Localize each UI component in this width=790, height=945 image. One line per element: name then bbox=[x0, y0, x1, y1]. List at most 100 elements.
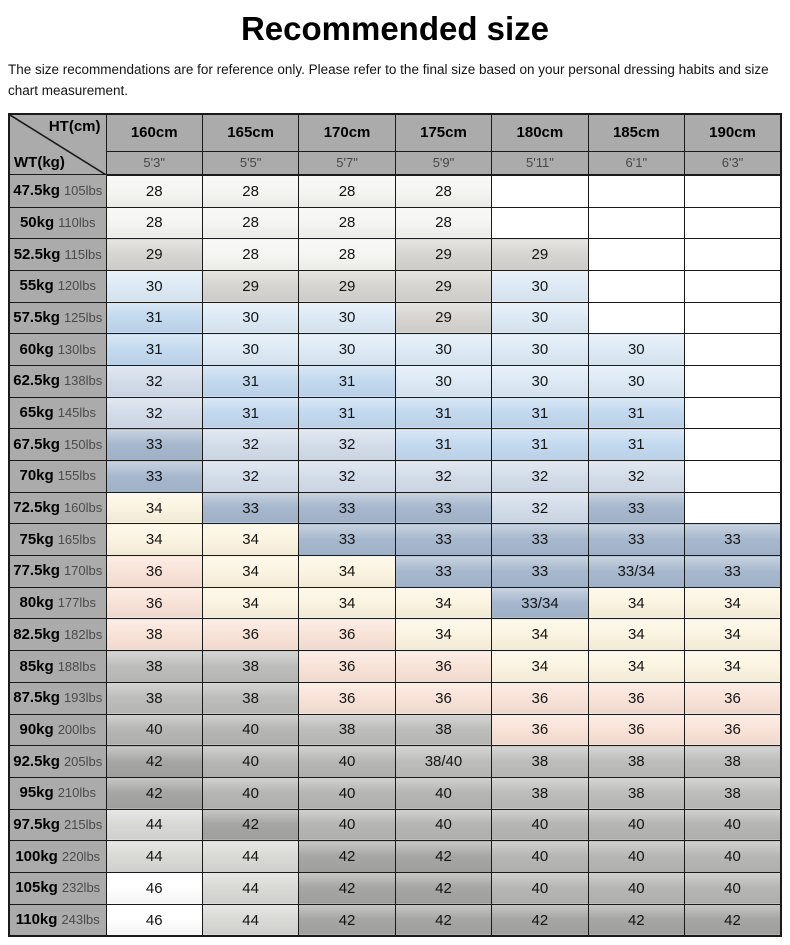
size-cell: 31 bbox=[587, 396, 686, 430]
row-label-kg: 105kg bbox=[15, 879, 58, 897]
col-header-cm: 185cm bbox=[587, 113, 686, 152]
size-cell: 36 bbox=[298, 681, 396, 715]
row-label: 52.5kg 115lbs bbox=[8, 238, 107, 271]
size-cell bbox=[684, 206, 782, 240]
size-cell: 33/34 bbox=[587, 555, 686, 588]
size-cell: 42 bbox=[105, 776, 203, 810]
row-label: 60kg 130lbs bbox=[8, 333, 107, 366]
row-label: 62.5kg 138lbs bbox=[8, 364, 107, 398]
table-row: 97.5kg 215lbs 44 42 40 40 40 40 40 bbox=[8, 808, 782, 842]
size-cell: 42 bbox=[491, 903, 589, 937]
col-header-ft: 5'11" bbox=[491, 150, 589, 176]
size-cell: 34 bbox=[587, 586, 686, 620]
col-header-cm: 180cm bbox=[491, 113, 589, 152]
size-cell bbox=[684, 364, 782, 398]
row-label-lbs: 155lbs bbox=[57, 468, 96, 484]
size-cell: 34 bbox=[491, 650, 589, 683]
size-cell: 30 bbox=[394, 364, 493, 398]
row-label: 55kg 120lbs bbox=[8, 269, 107, 303]
size-cell: 30 bbox=[201, 333, 300, 366]
size-cell: 34 bbox=[684, 586, 782, 620]
size-cell: 30 bbox=[491, 301, 589, 335]
size-cell: 40 bbox=[491, 871, 589, 905]
size-cell bbox=[684, 174, 782, 208]
size-cell: 31 bbox=[587, 428, 686, 462]
size-cell: 28 bbox=[298, 174, 396, 208]
size-cell: 29 bbox=[394, 301, 493, 335]
row-label: 57.5kg 125lbs bbox=[8, 301, 107, 335]
size-cell: 29 bbox=[298, 269, 396, 303]
size-cell: 29 bbox=[491, 238, 589, 271]
size-cell: 34 bbox=[587, 618, 686, 652]
size-cell: 36 bbox=[201, 618, 300, 652]
size-cell: 29 bbox=[201, 269, 300, 303]
col-header-cm: 165cm bbox=[201, 113, 300, 152]
row-label: 75kg 165lbs bbox=[8, 523, 107, 557]
size-cell: 30 bbox=[587, 333, 686, 366]
row-label-kg: 77.5kg bbox=[13, 562, 60, 580]
table-row: 85kg 188lbs 38 38 36 36 34 34 34 bbox=[8, 650, 782, 683]
size-cell: 44 bbox=[201, 871, 300, 905]
size-cell: 42 bbox=[201, 808, 300, 842]
table-row: 57.5kg 125lbs 31 30 30 29 30 bbox=[8, 301, 782, 335]
row-label-kg: 65kg bbox=[19, 404, 54, 421]
size-cell: 33/34 bbox=[491, 586, 589, 620]
row-label-kg: 97.5kg bbox=[13, 815, 60, 833]
size-cell: 38 bbox=[105, 618, 203, 652]
size-cell: 34 bbox=[298, 586, 396, 620]
col-header-ft: 5'7" bbox=[298, 150, 396, 176]
table-row: 52.5kg 115lbs 29 28 28 29 29 bbox=[8, 238, 782, 271]
row-label-kg: 67.5kg bbox=[13, 435, 60, 453]
table-row: 80kg 177lbs 36 34 34 34 33/34 34 34 bbox=[8, 586, 782, 620]
row-label-kg: 55kg bbox=[19, 277, 54, 295]
size-cell: 34 bbox=[105, 523, 203, 557]
size-cell: 32 bbox=[201, 428, 300, 462]
size-cell: 29 bbox=[105, 238, 203, 271]
size-cell: 42 bbox=[394, 903, 493, 937]
size-cell bbox=[684, 238, 782, 271]
row-label-kg: 52.5kg bbox=[13, 245, 61, 263]
row-label-lbs: 220lbs bbox=[61, 848, 101, 864]
row-label: 82.5kg 182lbs bbox=[8, 618, 107, 652]
size-cell: 40 bbox=[684, 840, 782, 873]
size-cell bbox=[587, 238, 686, 271]
table-row: 92.5kg 205lbs 42 40 40 38/40 38 38 38 bbox=[8, 745, 782, 778]
size-cell: 30 bbox=[491, 364, 589, 398]
row-label-kg: 92.5kg bbox=[13, 752, 60, 770]
row-label: 92.5kg 205lbs bbox=[8, 745, 107, 778]
col-header-cm: 190cm bbox=[684, 113, 782, 152]
size-cell: 31 bbox=[491, 428, 589, 462]
size-cell: 28 bbox=[105, 206, 203, 240]
size-cell: 32 bbox=[105, 396, 203, 430]
size-cell: 38 bbox=[201, 681, 300, 715]
size-cell: 30 bbox=[201, 301, 300, 335]
size-cell: 34 bbox=[587, 650, 686, 683]
size-cell: 34 bbox=[105, 491, 203, 525]
table-row: 82.5kg 182lbs 38 36 36 34 34 34 34 bbox=[8, 618, 782, 652]
size-table-body: 47.5kg 105lbs 28 28 28 28 50kg 110lbs 28 28 28 28 52… bbox=[8, 174, 782, 937]
size-cell: 30 bbox=[491, 333, 589, 366]
row-label-lbs: 232lbs bbox=[61, 880, 101, 896]
row-label-lbs: 145lbs bbox=[57, 405, 96, 420]
size-cell: 38 bbox=[105, 681, 203, 715]
size-cell: 36 bbox=[587, 681, 686, 715]
size-cell: 31 bbox=[105, 333, 203, 366]
size-cell: 31 bbox=[201, 364, 300, 398]
row-label: 72.5kg 160lbs bbox=[8, 491, 107, 525]
size-cell: 46 bbox=[105, 871, 203, 905]
row-label: 50kg 110lbs bbox=[8, 206, 107, 240]
row-label-lbs: 150lbs bbox=[63, 436, 103, 452]
size-cell: 32 bbox=[298, 428, 396, 462]
table-row: 67.5kg 150lbs 33 32 32 31 31 31 bbox=[8, 428, 782, 462]
size-cell: 30 bbox=[298, 301, 396, 335]
row-label-lbs: 182lbs bbox=[63, 626, 103, 642]
size-cell bbox=[684, 301, 782, 335]
size-cell: 40 bbox=[394, 808, 493, 842]
row-label-lbs: 115lbs bbox=[64, 246, 102, 262]
size-cell: 32 bbox=[491, 460, 589, 493]
size-cell: 36 bbox=[587, 713, 686, 747]
size-cell: 28 bbox=[298, 206, 396, 240]
size-cell bbox=[587, 269, 686, 303]
size-cell: 36 bbox=[491, 713, 589, 747]
size-cell: 40 bbox=[491, 840, 589, 873]
